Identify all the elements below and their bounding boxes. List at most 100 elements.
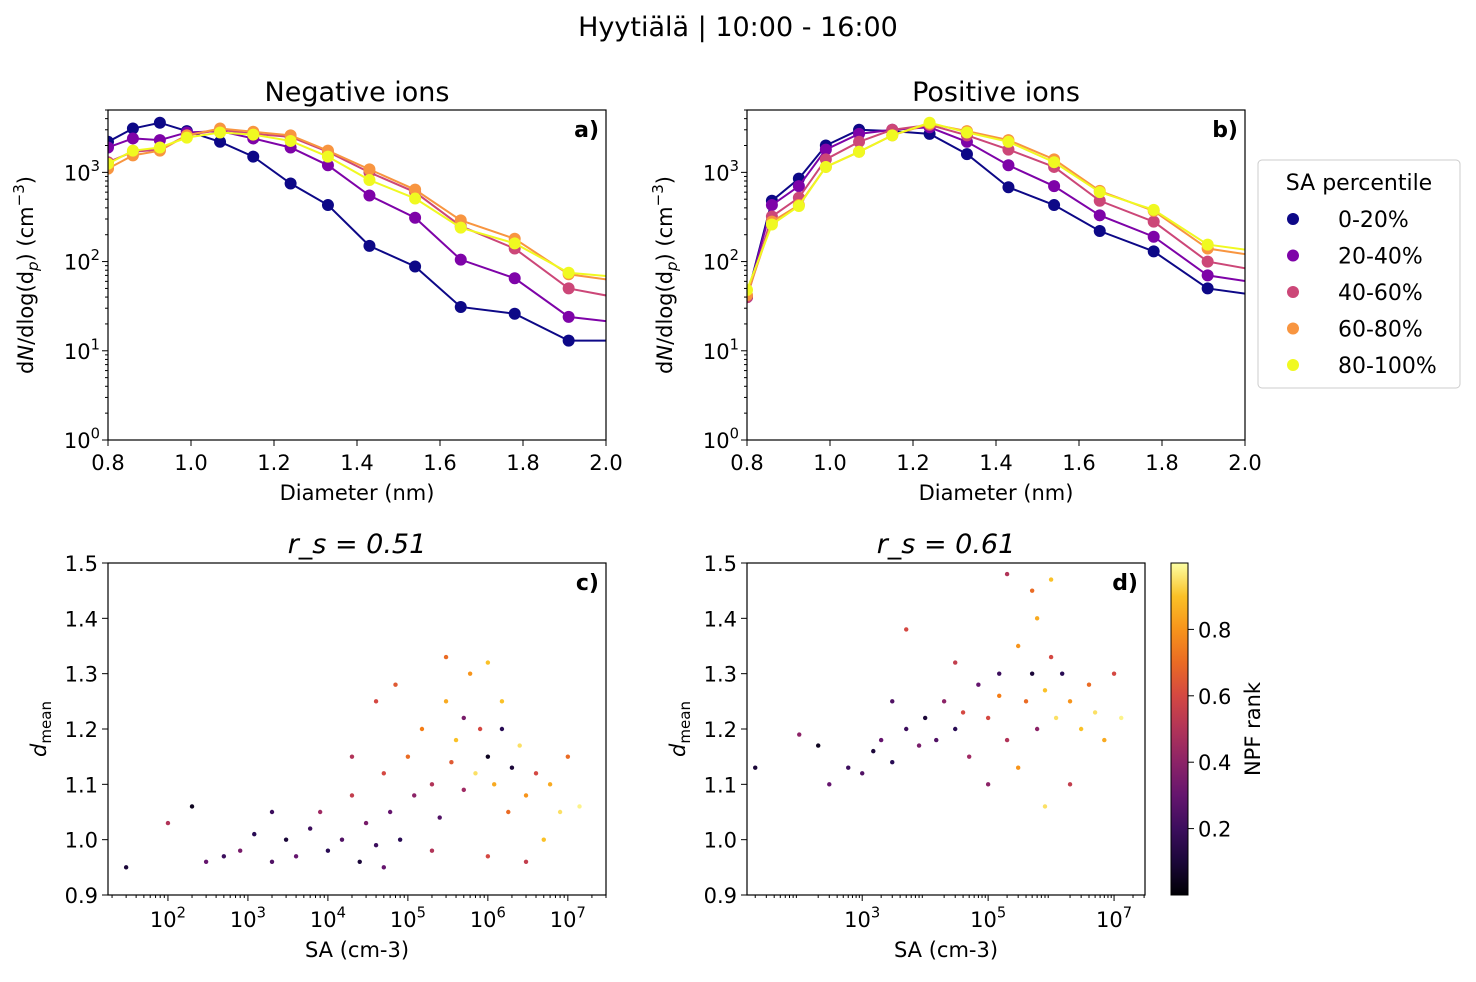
scatter-point — [577, 804, 582, 809]
data-point-0-20% — [214, 135, 227, 148]
data-point-0-20% — [625, 335, 637, 347]
legend-label: 20-40% — [1338, 245, 1423, 270]
y-tick-label: 1.3 — [704, 663, 737, 687]
colorbar-tick-label: 0.8 — [1198, 618, 1231, 642]
y-tick-label: 1.2 — [65, 718, 98, 742]
x-tick-label: 102 — [150, 905, 186, 932]
x-tick-label: 105 — [970, 905, 1006, 932]
panel-b: 0.8 1.0 1.2 1.4 1.6 1.8 2.0 100 101 102 103 dN/dlog… — [649, 77, 1262, 505]
scatter-point — [1111, 671, 1117, 676]
data-point-20-40% — [765, 199, 778, 212]
scatter-point — [387, 809, 393, 815]
scatter-point — [1042, 804, 1048, 809]
scatter-point — [565, 754, 571, 759]
data-point-80-100% — [792, 199, 805, 212]
scatter-point — [997, 693, 1002, 698]
scatter-point — [429, 848, 435, 853]
data-point-80-100% — [819, 160, 832, 173]
x-tick-label: 1.6 — [1062, 451, 1095, 475]
scatter-point — [960, 710, 966, 715]
scatter-point — [373, 699, 379, 704]
data-point-80-100% — [1093, 186, 1106, 199]
y-tick-label: 101 — [703, 336, 739, 363]
data-point-80-100% — [454, 221, 467, 234]
scatter-point — [325, 848, 331, 853]
data-point-80-100% — [765, 218, 778, 231]
data-point-60-80% — [625, 277, 637, 289]
scatter-point — [1059, 671, 1065, 676]
y-tick-label: 1.2 — [704, 718, 737, 742]
data-point-80-100% — [1147, 203, 1160, 216]
scatter-point — [373, 843, 379, 848]
data-point-40-60% — [1093, 194, 1106, 207]
data-point-20-40% — [321, 159, 334, 172]
legend-label: 80-100% — [1338, 354, 1437, 379]
series-group — [108, 116, 637, 347]
scatter-point — [904, 726, 909, 732]
data-point-0-20% — [409, 260, 422, 273]
axes-frame — [746, 109, 1246, 441]
data-point-80-100% — [508, 237, 521, 250]
data-point-60-80% — [409, 183, 422, 196]
legend-label: 60-80% — [1338, 318, 1423, 343]
data-point-0-20% — [1093, 225, 1106, 238]
scatter-point — [397, 837, 403, 842]
x-tick-label: 1.0 — [174, 451, 207, 475]
scatter-point — [363, 820, 369, 826]
series-line-40-60% — [108, 128, 606, 297]
scatter-point — [1086, 682, 1092, 687]
panel-d: 103 105 107 0.9 1.0 1.1 1.2 1.3 1.4 1.5 dmean d) — [666, 552, 1146, 932]
scatter-point — [467, 671, 473, 676]
scatter-point — [1078, 726, 1084, 732]
axes-frame — [746, 562, 1146, 896]
colorbar-label: NPF rank — [1241, 681, 1265, 776]
y-tick-label: 1.4 — [65, 607, 98, 631]
scatter-point — [827, 782, 832, 787]
data-point-80-100% — [1201, 238, 1214, 251]
colorbar-tick-label: 0.2 — [1198, 818, 1231, 842]
data-point-80-100% — [747, 284, 753, 297]
data-point-40-60% — [1201, 255, 1214, 268]
panel-c: 102 103 104 105 106 107 0.9 1.0 1.1 1.2 1.3 1.4 1.5 d… — [27, 552, 607, 932]
data-point-20-40% — [1048, 180, 1061, 193]
scatter-point — [429, 782, 435, 787]
y-tick-label: 100 — [703, 426, 739, 453]
scatter-point — [1034, 616, 1040, 621]
x-tick-label: 103 — [844, 905, 880, 932]
data-point-0-20% — [1002, 181, 1015, 194]
scatter-point — [1102, 737, 1107, 743]
scatter-point — [477, 726, 483, 732]
x-tick-label: 1.8 — [506, 451, 539, 475]
scatter-point — [523, 859, 529, 864]
scatter-point — [499, 699, 505, 704]
scatter-point — [506, 809, 511, 815]
x-tick-label: 2.0 — [589, 451, 622, 475]
data-point-0-20% — [247, 150, 260, 163]
series-line-20-40% — [747, 126, 1245, 298]
scatter-point — [976, 682, 981, 687]
scatter-point — [252, 831, 257, 837]
y-tick-label: 1.0 — [65, 829, 98, 853]
x-tick-label: 107 — [550, 905, 586, 932]
scatter-point — [878, 737, 884, 743]
scatter-point — [916, 743, 922, 748]
y-tick-label: 1.5 — [65, 552, 98, 576]
axes-frame — [107, 562, 607, 896]
scatter-point — [846, 765, 851, 770]
y-tick-label: 103 — [64, 158, 100, 185]
x-tick-label: 1.4 — [979, 451, 1012, 475]
data-point-0-20% — [1048, 199, 1061, 212]
scatter-point — [1029, 588, 1035, 593]
x-tick-label: 0.8 — [91, 451, 124, 475]
scatter-point — [307, 826, 313, 831]
scatter-point — [985, 715, 991, 721]
x-tick-label: 1.8 — [1145, 451, 1178, 475]
data-point-80-100% — [1002, 135, 1015, 148]
y-tick-label: 1.5 — [704, 552, 737, 576]
data-point-20-40% — [363, 189, 376, 202]
data-point-80-100% — [886, 129, 899, 142]
y-tick-label: 1.4 — [704, 607, 737, 631]
scatter-point — [1042, 688, 1048, 693]
